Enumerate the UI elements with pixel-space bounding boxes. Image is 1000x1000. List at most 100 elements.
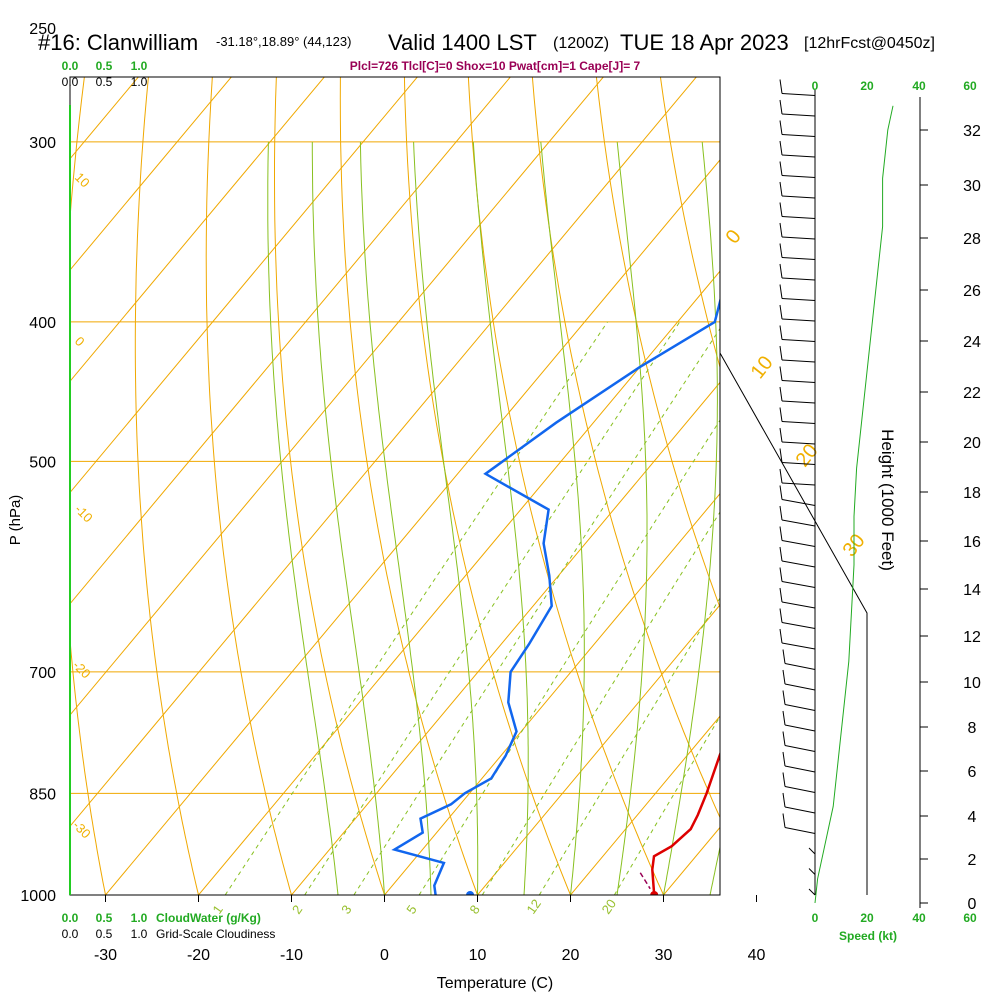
wind-barb-flag [779, 628, 783, 644]
cloud-axis-label: 1.0 [131, 75, 148, 89]
cloud-axis-ticks: 0.0 0.5 1.0 0.0 0.5 1.0 0.0 0.5 1.0 0.0 0.5 1.0 [62, 59, 148, 941]
isotherm [477, 604, 720, 895]
isotherm-label: 20 [792, 440, 823, 471]
wind-barb-flag [782, 669, 786, 685]
height-tick-label: 18 [963, 485, 981, 502]
forecast-date: TUE 18 Apr 2023 [620, 30, 789, 55]
sounding-profiles [391, 296, 720, 895]
wind-barb-flag [779, 345, 783, 361]
wind-barb [784, 806, 816, 814]
wind-top-tick: 60 [963, 79, 977, 93]
height-tick-label: 28 [963, 231, 981, 248]
height-tick-label: 30 [963, 178, 981, 195]
isotherm [70, 77, 511, 605]
isotherm [70, 77, 325, 383]
wind-barb [781, 298, 816, 301]
wind-barb [808, 847, 816, 855]
cloud-axis-label: 0.5 [96, 911, 113, 925]
wind-barb [781, 540, 816, 547]
wind-barb [781, 318, 816, 322]
wind-barb-flag [779, 99, 783, 115]
isotherm [291, 381, 720, 895]
mixing-ratio-line [304, 321, 681, 895]
wind-barb-flag [782, 751, 786, 767]
dry-adiabat [0, 28, 28, 895]
dry-adiabat [403, 77, 571, 895]
wind-barb-flag [779, 284, 783, 299]
cloudiness-label: Grid-Scale Cloudiness [156, 927, 275, 941]
wind-barb-flag [779, 468, 783, 484]
wind-barb [781, 195, 816, 199]
height-tick-label: 12 [963, 629, 981, 646]
cloud-axis-label: 0.5 [96, 75, 113, 89]
wind-barb-flag [779, 140, 783, 156]
cloud-axis-label: 1.0 [131, 911, 148, 925]
mixing-ratio-label: 8 [466, 902, 482, 917]
x-tick-label: 0 [380, 947, 389, 964]
wind-barb-flag [782, 690, 786, 705]
isotherm [70, 77, 697, 827]
wind-barb [781, 642, 816, 650]
wind-barb-flag [779, 448, 783, 463]
dry-adiabat [205, 77, 292, 895]
dry-adiabat-label: 0 [72, 334, 88, 350]
mixing-ratio-label: 3 [338, 902, 354, 917]
cloud-axis-label: 0.0 [62, 911, 79, 925]
wind-barb [781, 134, 816, 137]
wind-barb-flag [779, 202, 783, 217]
mixing-ratio-line [613, 715, 720, 895]
wind-barb-flag [782, 649, 786, 664]
stability-params: Plcl=726 Tlcl[C]=0 Shox=10 Pwat[cm]=1 Ca… [350, 59, 641, 73]
station-coords: -31.18°,18.89° (44,123) [216, 34, 351, 49]
isotherm [70, 77, 604, 716]
wind-barb-flag [782, 731, 786, 746]
wind-barb [781, 216, 816, 219]
isotherm [70, 77, 232, 271]
mixing-ratio-label: 20 [599, 896, 620, 916]
x-tick-label: 30 [655, 947, 673, 964]
isotherm [850, 28, 1000, 895]
cloud-axis-label: 0.5 [96, 927, 113, 941]
isotherm [70, 77, 418, 494]
wind-bottom-tick: 40 [912, 911, 926, 925]
isotherm-label: 10 [747, 352, 778, 383]
wind-barb [781, 519, 816, 527]
wind-profile [779, 79, 894, 904]
wind-barb [781, 154, 816, 158]
wind-bottom-tick: 20 [860, 911, 874, 925]
pressure-tick-label: 400 [29, 315, 56, 332]
wind-barb [781, 236, 816, 240]
height-tick-label: 32 [963, 123, 981, 140]
height-tick-label: 4 [968, 809, 977, 826]
moist-adiabat [616, 141, 648, 895]
isotherm [384, 492, 720, 895]
dry-adiabat-label: -30 [70, 818, 94, 842]
forecast-run: [12hrFcst@0450z] [804, 35, 935, 52]
dry-adiabat [70, 77, 106, 895]
wind-barb-flag [779, 181, 783, 197]
wind-speed-line [814, 105, 894, 904]
wind-barb-flag [779, 222, 783, 238]
parcel-trace [639, 872, 651, 890]
cloud-axis-label: 1.0 [131, 59, 148, 73]
dry-adiabat-label: 10 [72, 170, 93, 191]
wind-barb-flag [779, 608, 783, 623]
wind-barb-flag [779, 567, 783, 582]
height-tick-label: 26 [963, 283, 981, 300]
dry-adiabat [905, 28, 1000, 895]
wind-barb [784, 704, 816, 711]
wind-bottom-tick: 60 [963, 911, 977, 925]
wind-barb-flag [779, 120, 783, 135]
wind-barb-flag [779, 546, 783, 562]
mixing-ratio-line [353, 327, 720, 895]
pressure-tick-label: 1000 [20, 888, 56, 905]
cloud-axis-label: 0.0 [62, 59, 79, 73]
wind-barb [784, 663, 816, 670]
dewpoint-line [391, 296, 720, 895]
x-tick-label: 10 [469, 947, 487, 964]
wind-barb-flag [779, 427, 783, 443]
wind-barb [781, 601, 816, 609]
height-tick-label: 24 [963, 334, 981, 351]
height-tick-label: 8 [968, 720, 977, 737]
